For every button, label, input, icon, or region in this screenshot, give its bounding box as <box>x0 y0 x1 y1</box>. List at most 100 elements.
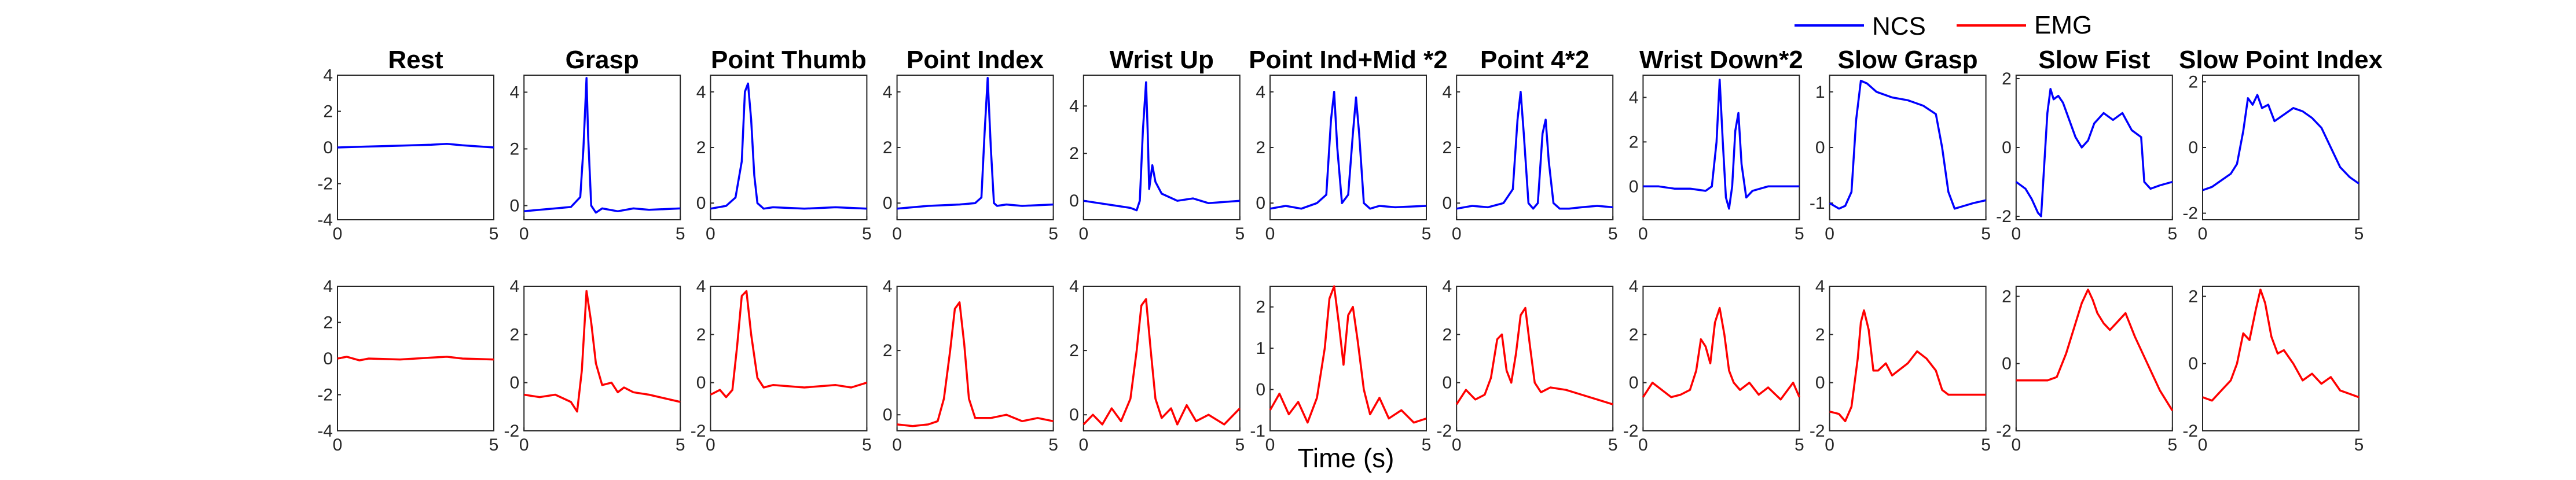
series-line-emg <box>2016 289 2174 412</box>
axes-box-emg <box>1642 286 1800 431</box>
series-line-ncs <box>1269 91 1427 210</box>
x-tick-label: 5 <box>1235 224 1245 243</box>
subplot-title: Point Thumb <box>711 46 867 74</box>
y-tick-label: 0 <box>696 374 706 393</box>
y-tick-label: 0 <box>1069 191 1079 211</box>
y-tick-label: 0 <box>1815 138 1825 157</box>
y-tick-label: 0 <box>2188 355 2198 374</box>
series-line-emg <box>1269 285 1427 424</box>
y-tick-label: 4 <box>1069 97 1079 116</box>
y-tick-label: 2 <box>696 138 706 157</box>
x-tick-label: 0 <box>1452 435 1462 455</box>
x-tick-label: 0 <box>2011 224 2021 243</box>
y-tick-label: 2 <box>510 325 520 344</box>
subplot-title: Slow Grasp <box>1838 46 1978 74</box>
x-tick-label: 0 <box>1638 435 1648 455</box>
x-tick-label: 5 <box>1608 435 1618 455</box>
y-tick-label: -4 <box>317 211 333 230</box>
subplot-title: Rest <box>388 46 443 74</box>
y-tick-label: 1 <box>1256 339 1265 358</box>
x-tick-label: 0 <box>892 224 902 243</box>
y-tick-label: -2 <box>1996 422 2012 441</box>
x-tick-label: 5 <box>2354 435 2364 455</box>
y-tick-label: 2 <box>883 341 893 360</box>
x-tick-label: 0 <box>333 435 343 455</box>
y-tick-label: 4 <box>323 66 333 85</box>
axes-box-emg <box>1829 286 1987 431</box>
x-tick-label: 5 <box>2354 224 2364 243</box>
x-tick-label: 0 <box>519 224 529 243</box>
y-tick-label: 4 <box>1256 83 1265 102</box>
x-tick-label: 0 <box>1265 224 1275 243</box>
y-tick-label: 2 <box>883 138 893 157</box>
subplot-title: Wrist Up <box>1110 46 1214 74</box>
x-axis-label: Time (s) <box>1298 443 1395 473</box>
y-tick-label: -2 <box>2182 422 2198 441</box>
y-tick-label: 4 <box>510 277 520 296</box>
y-tick-label: -2 <box>1996 207 2012 226</box>
y-tick-label: -2 <box>691 422 706 441</box>
subplot-4: Wrist Up 0 2 4 0 5 0 2 4 0 5 <box>1069 46 1245 455</box>
subplot-title: Point Ind+Mid *2 <box>1249 46 1447 74</box>
y-tick-label: 2 <box>1069 144 1079 163</box>
axes-box-ncs <box>896 75 1054 220</box>
y-tick-label: -2 <box>317 175 333 194</box>
y-tick-label: 2 <box>1815 325 1825 344</box>
y-tick-label: 2 <box>1069 341 1079 360</box>
y-tick-label: -2 <box>1437 422 1452 441</box>
y-tick-label: 0 <box>1256 381 1265 400</box>
y-tick-label: 4 <box>323 277 333 296</box>
y-tick-label: 2 <box>510 139 520 158</box>
y-tick-label: -2 <box>1623 422 1639 441</box>
series-line-ncs <box>1083 81 1240 212</box>
x-tick-label: 0 <box>706 224 715 243</box>
y-tick-label: 0 <box>1629 374 1639 393</box>
legend-label-ncs: NCS <box>1872 12 1926 40</box>
x-tick-label: 0 <box>706 435 715 455</box>
y-tick-label: -1 <box>1250 422 1265 441</box>
series-line-ncs <box>1829 79 1986 210</box>
y-tick-label: 2 <box>323 313 333 333</box>
x-tick-label: 0 <box>2198 435 2208 455</box>
y-tick-label: 4 <box>510 83 520 102</box>
y-tick-label: 4 <box>1069 277 1079 296</box>
x-tick-label: 5 <box>1981 435 1991 455</box>
y-tick-label: 4 <box>1443 277 1452 296</box>
x-tick-label: 5 <box>489 224 499 243</box>
y-tick-label: 2 <box>1443 138 1452 157</box>
series-line-ncs <box>337 143 494 149</box>
series-line-emg <box>1829 309 1986 423</box>
x-tick-label: 0 <box>333 224 343 243</box>
y-tick-label: 2 <box>2188 72 2198 91</box>
y-tick-label: 0 <box>1069 405 1079 424</box>
y-tick-label: -2 <box>504 422 520 441</box>
series-line-emg <box>1455 307 1613 405</box>
x-tick-label: 5 <box>862 224 872 243</box>
x-tick-label: 5 <box>1048 224 1058 243</box>
x-tick-label: 0 <box>519 435 529 455</box>
y-tick-label: 0 <box>1629 177 1639 196</box>
y-tick-label: 2 <box>323 102 333 121</box>
series-line-ncs <box>897 77 1054 210</box>
y-tick-label: 1 <box>1815 83 1825 102</box>
y-tick-label: 0 <box>510 374 520 393</box>
subplot-title: Slow Fist <box>2038 46 2150 74</box>
y-tick-label: 4 <box>1443 83 1452 102</box>
x-tick-label: 5 <box>1981 224 1991 243</box>
x-tick-label: 5 <box>1608 224 1618 243</box>
y-tick-label: 4 <box>696 83 706 102</box>
series-line-ncs <box>710 82 867 210</box>
y-tick-label: 4 <box>696 277 706 296</box>
y-tick-label: -4 <box>317 422 333 441</box>
y-tick-label: 0 <box>1443 374 1452 393</box>
axes-box-emg <box>1456 286 1614 431</box>
series-line-emg <box>897 301 1054 427</box>
axes-box-ncs <box>1829 75 1987 220</box>
y-tick-label: 4 <box>1815 277 1825 296</box>
